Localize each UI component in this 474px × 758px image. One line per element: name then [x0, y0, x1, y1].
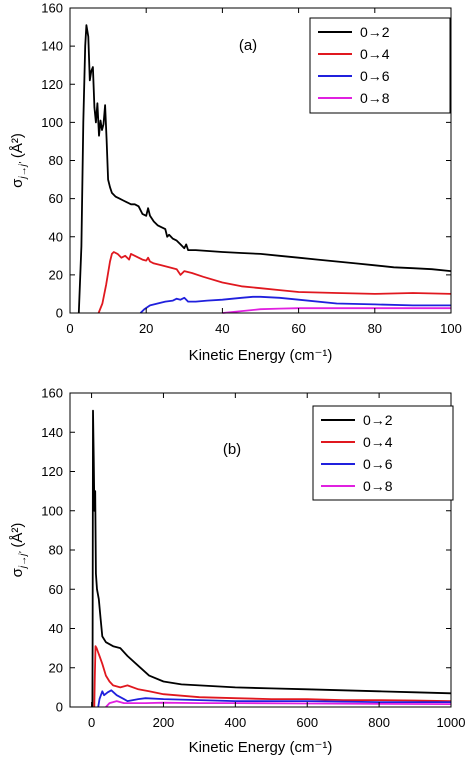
series-line [97, 251, 452, 314]
legend: 0→2 0→4 0→6 0→8 [309, 17, 451, 114]
chart-panel-1: 0 20 40 60 80 100 0 20 40 60 80 100 120 140 160 (a) Kine… [9, 1, 462, 365]
x-tick-label: 200 [153, 715, 175, 730]
legend-label: 0→6 [360, 68, 390, 84]
x-tick-label: 100 [440, 321, 462, 336]
legend-label: 0→2 [360, 24, 390, 40]
x-axis-label: Kinetic Energy (cm⁻¹) [189, 739, 333, 756]
y-axis-subscript: j→j' [18, 551, 29, 570]
x-tick-label: 400 [224, 715, 246, 730]
panel-label: (a) [239, 37, 257, 54]
y-axis-unit: (Å²) [9, 523, 26, 552]
legend-label: 0→4 [363, 434, 393, 450]
y-axis-unit: (Å²) [9, 133, 26, 162]
y-tick-label: 80 [49, 153, 63, 168]
x-tick-label: 80 [368, 321, 382, 336]
y-tick-label: 40 [49, 229, 63, 244]
chart-panel-2: 0 200 400 600 800 1000 0 20 40 60 80 100 120 140 160 (b… [9, 386, 465, 757]
x-axis-label: Kinetic Energy (cm⁻¹) [189, 347, 333, 364]
y-tick-label: 40 [49, 621, 63, 636]
x-tick-label: 800 [368, 715, 390, 730]
x-tick-label: 40 [215, 321, 229, 336]
series-line [91, 409, 452, 708]
y-tick-label: 80 [49, 543, 63, 558]
y-tick-label: 0 [56, 700, 63, 715]
legend-label: 0→6 [363, 456, 393, 472]
y-tick-label: 20 [49, 660, 63, 675]
x-tick-label: 0 [66, 321, 73, 336]
y-tick-label: 100 [41, 115, 63, 130]
y-axis-symbol: σ [9, 178, 26, 188]
y-tick-label: 140 [41, 39, 63, 54]
legend-box [312, 405, 454, 501]
y-axis-subscript: j→j' [18, 161, 29, 180]
y-tick-label: 120 [41, 77, 63, 92]
x-tick-label: 60 [291, 321, 305, 336]
legend-label: 0→2 [363, 412, 393, 428]
series-line [93, 645, 452, 708]
y-tick-label: 0 [56, 306, 63, 321]
y-tick-label: 100 [41, 503, 63, 518]
y-tick-label: 60 [49, 191, 63, 206]
x-tick-label: 600 [296, 715, 318, 730]
legend-label: 0→8 [363, 478, 393, 494]
series-line [139, 295, 451, 314]
y-tick-label: 120 [41, 464, 63, 479]
series-line [77, 24, 452, 314]
legend-label: 0→4 [360, 46, 390, 62]
x-tick-label: 1000 [437, 715, 466, 730]
y-tick-label: 140 [41, 425, 63, 440]
x-tick-label: 0 [88, 715, 95, 730]
legend: 0→2 0→4 0→6 0→8 [312, 405, 454, 501]
y-tick-label: 60 [49, 582, 63, 597]
y-axis-symbol: σ [9, 567, 26, 577]
y-tick-label: 160 [41, 1, 63, 16]
legend-label: 0→8 [360, 90, 390, 106]
y-tick-label: 160 [41, 386, 63, 401]
series-line [97, 689, 451, 708]
series-line [222, 307, 451, 314]
panel-label: (b) [223, 441, 241, 458]
y-axis-label: σj→j' (Å²) [9, 523, 29, 578]
y-tick-label: 20 [49, 267, 63, 282]
x-tick-label: 20 [139, 321, 153, 336]
y-axis-label: σj→j' (Å²) [9, 133, 29, 188]
